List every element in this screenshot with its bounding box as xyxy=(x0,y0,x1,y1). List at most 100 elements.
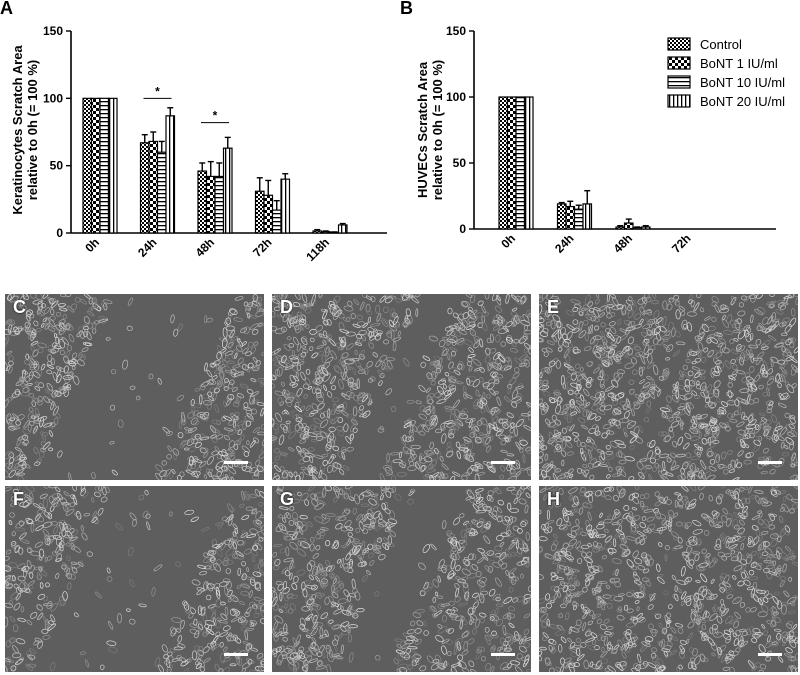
cell xyxy=(595,416,601,421)
cell xyxy=(593,589,601,594)
cell xyxy=(702,610,708,620)
cell xyxy=(721,406,726,412)
cell xyxy=(500,532,509,537)
cell xyxy=(246,643,250,653)
cell xyxy=(502,625,507,636)
cell xyxy=(777,535,782,543)
cell xyxy=(743,324,751,331)
cell xyxy=(329,304,336,315)
cell xyxy=(640,586,646,593)
cell xyxy=(583,388,590,397)
cell xyxy=(482,391,486,402)
cell xyxy=(446,338,456,343)
cell xyxy=(382,542,389,550)
cell xyxy=(296,428,305,434)
cell xyxy=(370,493,379,497)
cell xyxy=(194,387,201,392)
cell xyxy=(641,552,648,559)
cell xyxy=(565,545,574,551)
cell xyxy=(33,420,41,424)
cell xyxy=(598,355,608,361)
cell xyxy=(40,363,46,371)
cell xyxy=(453,369,461,376)
cell xyxy=(637,565,645,571)
cell xyxy=(273,591,278,602)
bar-bont-20-iu-ml-72h xyxy=(280,178,291,234)
cell xyxy=(6,319,16,326)
cell xyxy=(740,295,748,301)
cell xyxy=(315,492,325,498)
cell xyxy=(703,529,710,536)
cell xyxy=(409,635,419,642)
cell xyxy=(340,357,345,368)
cell xyxy=(40,441,46,447)
cell xyxy=(616,407,621,413)
scale-bar xyxy=(224,653,248,656)
cell xyxy=(520,486,529,490)
cell xyxy=(686,349,693,358)
cell xyxy=(656,526,667,532)
bar-bont-1-iu-ml-72h xyxy=(263,194,274,234)
cell xyxy=(5,469,10,478)
cell xyxy=(507,384,513,389)
cell xyxy=(587,493,594,503)
cell xyxy=(449,614,459,618)
cell xyxy=(618,535,627,542)
cell xyxy=(341,446,347,453)
cell xyxy=(386,330,392,335)
cell xyxy=(210,434,217,439)
cell xyxy=(701,323,710,332)
cell xyxy=(138,603,147,608)
cell xyxy=(391,486,396,494)
cell xyxy=(541,347,548,353)
cell xyxy=(381,365,389,370)
cell xyxy=(379,295,386,303)
cell xyxy=(649,345,656,351)
cell xyxy=(430,417,437,426)
cell xyxy=(779,507,785,512)
cell xyxy=(241,347,249,354)
cell xyxy=(11,652,22,659)
cell xyxy=(607,355,615,361)
cell xyxy=(792,486,798,490)
cell xyxy=(674,492,681,496)
cell xyxy=(603,635,608,647)
cell xyxy=(184,427,193,431)
cell xyxy=(158,664,165,672)
cell xyxy=(623,319,631,326)
cell xyxy=(284,361,294,369)
cell xyxy=(184,509,195,516)
cell xyxy=(606,514,612,519)
cell xyxy=(8,360,14,366)
cell xyxy=(184,427,194,434)
cell xyxy=(748,344,759,349)
cell xyxy=(496,618,503,627)
cell xyxy=(683,323,689,330)
cell xyxy=(5,329,12,335)
cell xyxy=(479,590,489,596)
cell xyxy=(293,664,297,672)
cell xyxy=(433,610,443,617)
cell xyxy=(194,658,201,666)
cell xyxy=(563,509,569,520)
cell xyxy=(333,403,338,410)
cell xyxy=(574,405,581,413)
cell xyxy=(294,424,301,432)
cell xyxy=(374,544,382,549)
cell xyxy=(754,374,761,382)
cell xyxy=(637,617,647,623)
cell xyxy=(504,633,514,638)
cell xyxy=(758,323,765,330)
cell xyxy=(490,666,495,672)
cell xyxy=(486,393,491,399)
cell xyxy=(85,330,92,341)
cell xyxy=(683,393,693,400)
cell xyxy=(553,429,560,436)
cell xyxy=(419,590,426,597)
cell xyxy=(562,403,570,411)
cell xyxy=(512,372,520,379)
cell xyxy=(452,312,459,319)
cell xyxy=(396,471,407,477)
cell xyxy=(5,575,12,581)
cell xyxy=(681,486,689,492)
